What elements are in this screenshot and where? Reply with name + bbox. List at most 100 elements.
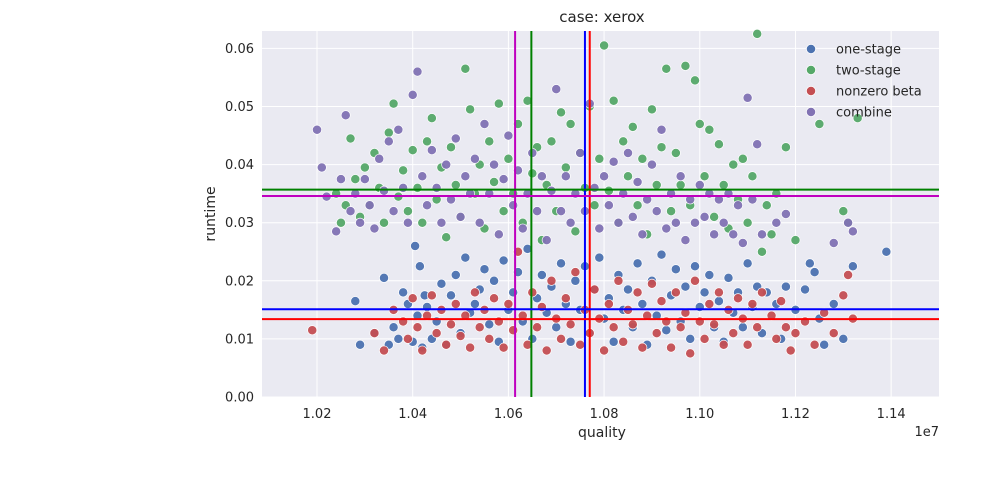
data-point xyxy=(608,336,619,347)
data-point xyxy=(752,139,763,150)
data-point xyxy=(393,333,404,344)
data-point xyxy=(713,296,724,307)
data-point xyxy=(632,287,643,298)
data-point xyxy=(757,246,767,257)
data-point xyxy=(780,322,791,333)
data-point xyxy=(752,322,763,333)
data-point xyxy=(694,180,705,190)
data-point xyxy=(388,98,399,109)
data-point xyxy=(503,130,514,141)
data-point xyxy=(685,333,696,344)
data-point xyxy=(412,322,423,333)
data-point xyxy=(556,258,566,269)
data-point xyxy=(680,307,691,318)
data-points xyxy=(307,28,892,359)
data-point xyxy=(675,180,686,190)
data-point xyxy=(446,290,456,301)
data-point xyxy=(632,200,643,211)
x-tick-label: 1.08 xyxy=(590,407,619,422)
data-point xyxy=(651,180,662,190)
data-point xyxy=(460,171,471,182)
data-point xyxy=(594,252,605,263)
data-point xyxy=(422,136,433,147)
legend-marker xyxy=(806,44,816,54)
data-point xyxy=(809,267,820,278)
data-point xyxy=(780,281,791,292)
data-point xyxy=(642,194,653,205)
data-point xyxy=(603,185,614,196)
data-point xyxy=(780,142,791,153)
data-point xyxy=(752,28,763,39)
data-point xyxy=(594,153,605,164)
legend-label: one-stage xyxy=(836,43,901,58)
data-point xyxy=(713,287,724,298)
data-point xyxy=(790,235,801,246)
data-point xyxy=(450,180,461,190)
data-point xyxy=(828,238,839,248)
data-point xyxy=(412,182,423,193)
data-point xyxy=(446,194,456,205)
data-point xyxy=(489,159,499,170)
data-point xyxy=(422,200,433,211)
data-point xyxy=(398,287,409,298)
data-point xyxy=(556,333,566,344)
data-point xyxy=(623,284,633,295)
x-tick-label: 1.14 xyxy=(877,407,906,422)
data-point xyxy=(489,177,499,187)
reference-lines xyxy=(262,31,939,397)
data-point xyxy=(656,296,667,307)
data-point xyxy=(646,278,657,289)
data-point xyxy=(680,281,691,292)
data-point xyxy=(331,226,342,237)
data-point xyxy=(699,333,710,344)
data-point xyxy=(742,92,753,103)
data-point xyxy=(646,159,657,170)
data-point xyxy=(685,194,696,205)
legend-marker xyxy=(806,65,816,75)
data-point xyxy=(742,217,753,228)
data-point xyxy=(335,174,346,185)
data-point xyxy=(355,217,366,228)
data-point xyxy=(498,342,509,353)
data-point xyxy=(661,325,672,336)
data-point xyxy=(460,63,471,74)
data-point xyxy=(627,211,638,222)
data-point xyxy=(479,264,490,275)
x-tick-label: 1.06 xyxy=(494,407,523,422)
data-point xyxy=(469,299,480,309)
data-point xyxy=(551,322,562,333)
data-point xyxy=(737,322,748,333)
y-axis-label: runtime xyxy=(203,186,219,241)
x-axis-ticks: 1.02 1.04 1.06 1.08 1.10 1.12 1.14 xyxy=(303,407,906,422)
data-point xyxy=(532,322,543,333)
data-point xyxy=(345,133,356,144)
data-point xyxy=(733,200,744,211)
data-point xyxy=(560,171,571,182)
data-point xyxy=(771,333,782,344)
legend-marker xyxy=(806,86,816,96)
data-point xyxy=(637,299,648,309)
data-point xyxy=(450,133,461,144)
legend-marker xyxy=(806,107,816,117)
data-point xyxy=(436,217,447,228)
data-point xyxy=(704,124,715,135)
data-point xyxy=(536,171,547,182)
data-point xyxy=(498,255,509,266)
data-point xyxy=(474,217,485,228)
data-point xyxy=(790,328,801,339)
data-point xyxy=(383,127,394,138)
data-point xyxy=(570,267,581,278)
data-point xyxy=(589,284,600,295)
y-tick-label: 0.05 xyxy=(225,100,254,115)
data-point xyxy=(737,238,748,248)
data-point xyxy=(570,226,581,237)
data-point xyxy=(713,139,724,150)
series-combine xyxy=(312,66,858,248)
data-point xyxy=(431,194,442,205)
data-point xyxy=(575,148,586,158)
data-point xyxy=(479,119,490,129)
data-point xyxy=(704,270,715,280)
data-point xyxy=(460,252,471,263)
data-point xyxy=(603,200,614,211)
data-point xyxy=(685,348,696,359)
